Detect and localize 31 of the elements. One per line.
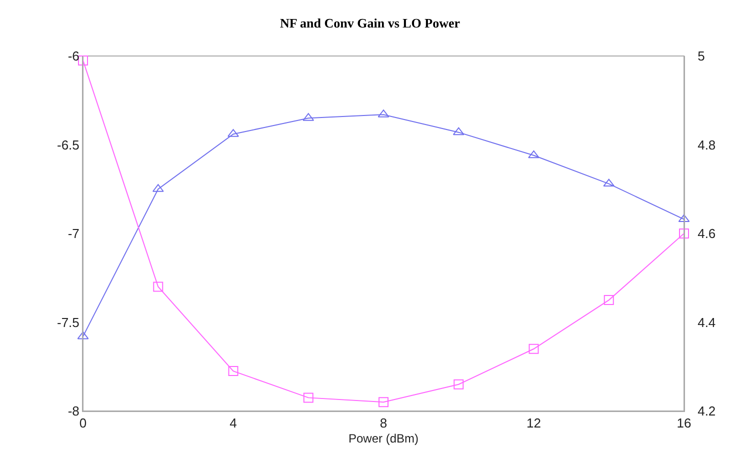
x-axis-title: Power (dBm) [348, 432, 419, 446]
y2-tick-label: 4.8 [698, 137, 716, 152]
point [228, 366, 238, 376]
y-tick-label: -6.5 [56, 137, 80, 152]
x-tick-label: 12 [526, 416, 541, 431]
y-tick-label: -6 [68, 48, 80, 64]
point [528, 150, 540, 158]
x-tick-label: 16 [676, 416, 692, 431]
point [378, 397, 388, 408]
y2-tick-label: 5 [698, 48, 705, 64]
y-tick-label: -7.5 [56, 314, 80, 330]
y2-tick-label: 4.4 [698, 314, 716, 330]
point [528, 344, 539, 354]
point [78, 55, 88, 66]
y2-tick-label: 4.2 [698, 404, 716, 419]
point [303, 392, 314, 403]
y-tick-label: -7 [68, 226, 80, 242]
point [678, 214, 690, 222]
x-tick-label: 0 [79, 416, 87, 431]
x-tick-label: 4 [230, 416, 237, 431]
point [679, 228, 689, 238]
chart-title: NF and Conv Gain vs LO Power [280, 15, 460, 30]
point [603, 178, 615, 187]
y2-tick-label: 4.6 [698, 226, 716, 242]
x-tick-label: 8 [380, 416, 388, 431]
point [153, 282, 164, 292]
point [452, 127, 464, 136]
point [77, 331, 89, 340]
point [604, 295, 614, 306]
y-tick-label: -8 [68, 404, 80, 419]
point [454, 379, 464, 390]
